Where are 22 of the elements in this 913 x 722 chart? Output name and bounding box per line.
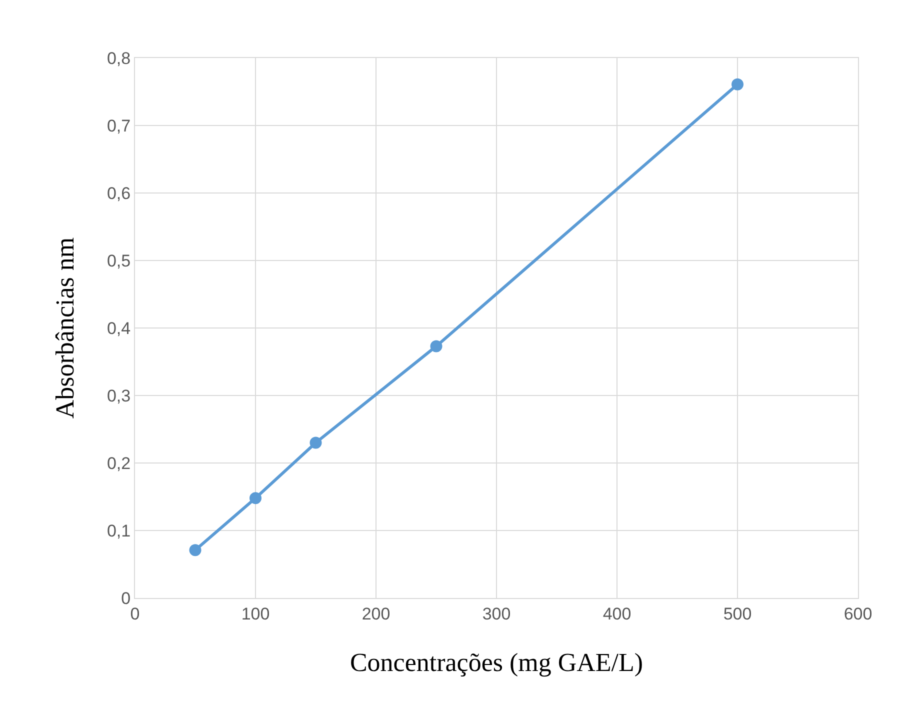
y-tick-label: 0,3 bbox=[106, 386, 131, 406]
point bbox=[189, 544, 202, 556]
point bbox=[732, 78, 744, 90]
y-axis-title: Absorbâncias nm bbox=[50, 237, 80, 419]
y-tick-label: 0 bbox=[121, 588, 131, 608]
x-tick-label: 200 bbox=[362, 604, 390, 624]
x-tick-label: 500 bbox=[723, 604, 752, 624]
y-tick-label: 0,1 bbox=[106, 521, 131, 540]
point bbox=[310, 436, 322, 449]
y-tick-label: 0,7 bbox=[106, 116, 131, 136]
y-tick-label: 0,5 bbox=[106, 251, 131, 270]
y-tick-label: 0,4 bbox=[106, 318, 131, 338]
x-tick-label: 300 bbox=[482, 604, 511, 624]
point bbox=[250, 492, 262, 504]
x-tick-label: 600 bbox=[844, 604, 872, 624]
point bbox=[430, 340, 442, 352]
y-tick-label: 0,6 bbox=[106, 184, 131, 203]
x-tick-label: 400 bbox=[602, 604, 632, 624]
y-tick-label: 0,2 bbox=[106, 454, 131, 473]
x-tick-label: 100 bbox=[241, 604, 270, 624]
y-tick-label: 0,8 bbox=[106, 48, 131, 68]
x-axis-title: Concentrações (mg GAE/L) bbox=[350, 648, 644, 678]
